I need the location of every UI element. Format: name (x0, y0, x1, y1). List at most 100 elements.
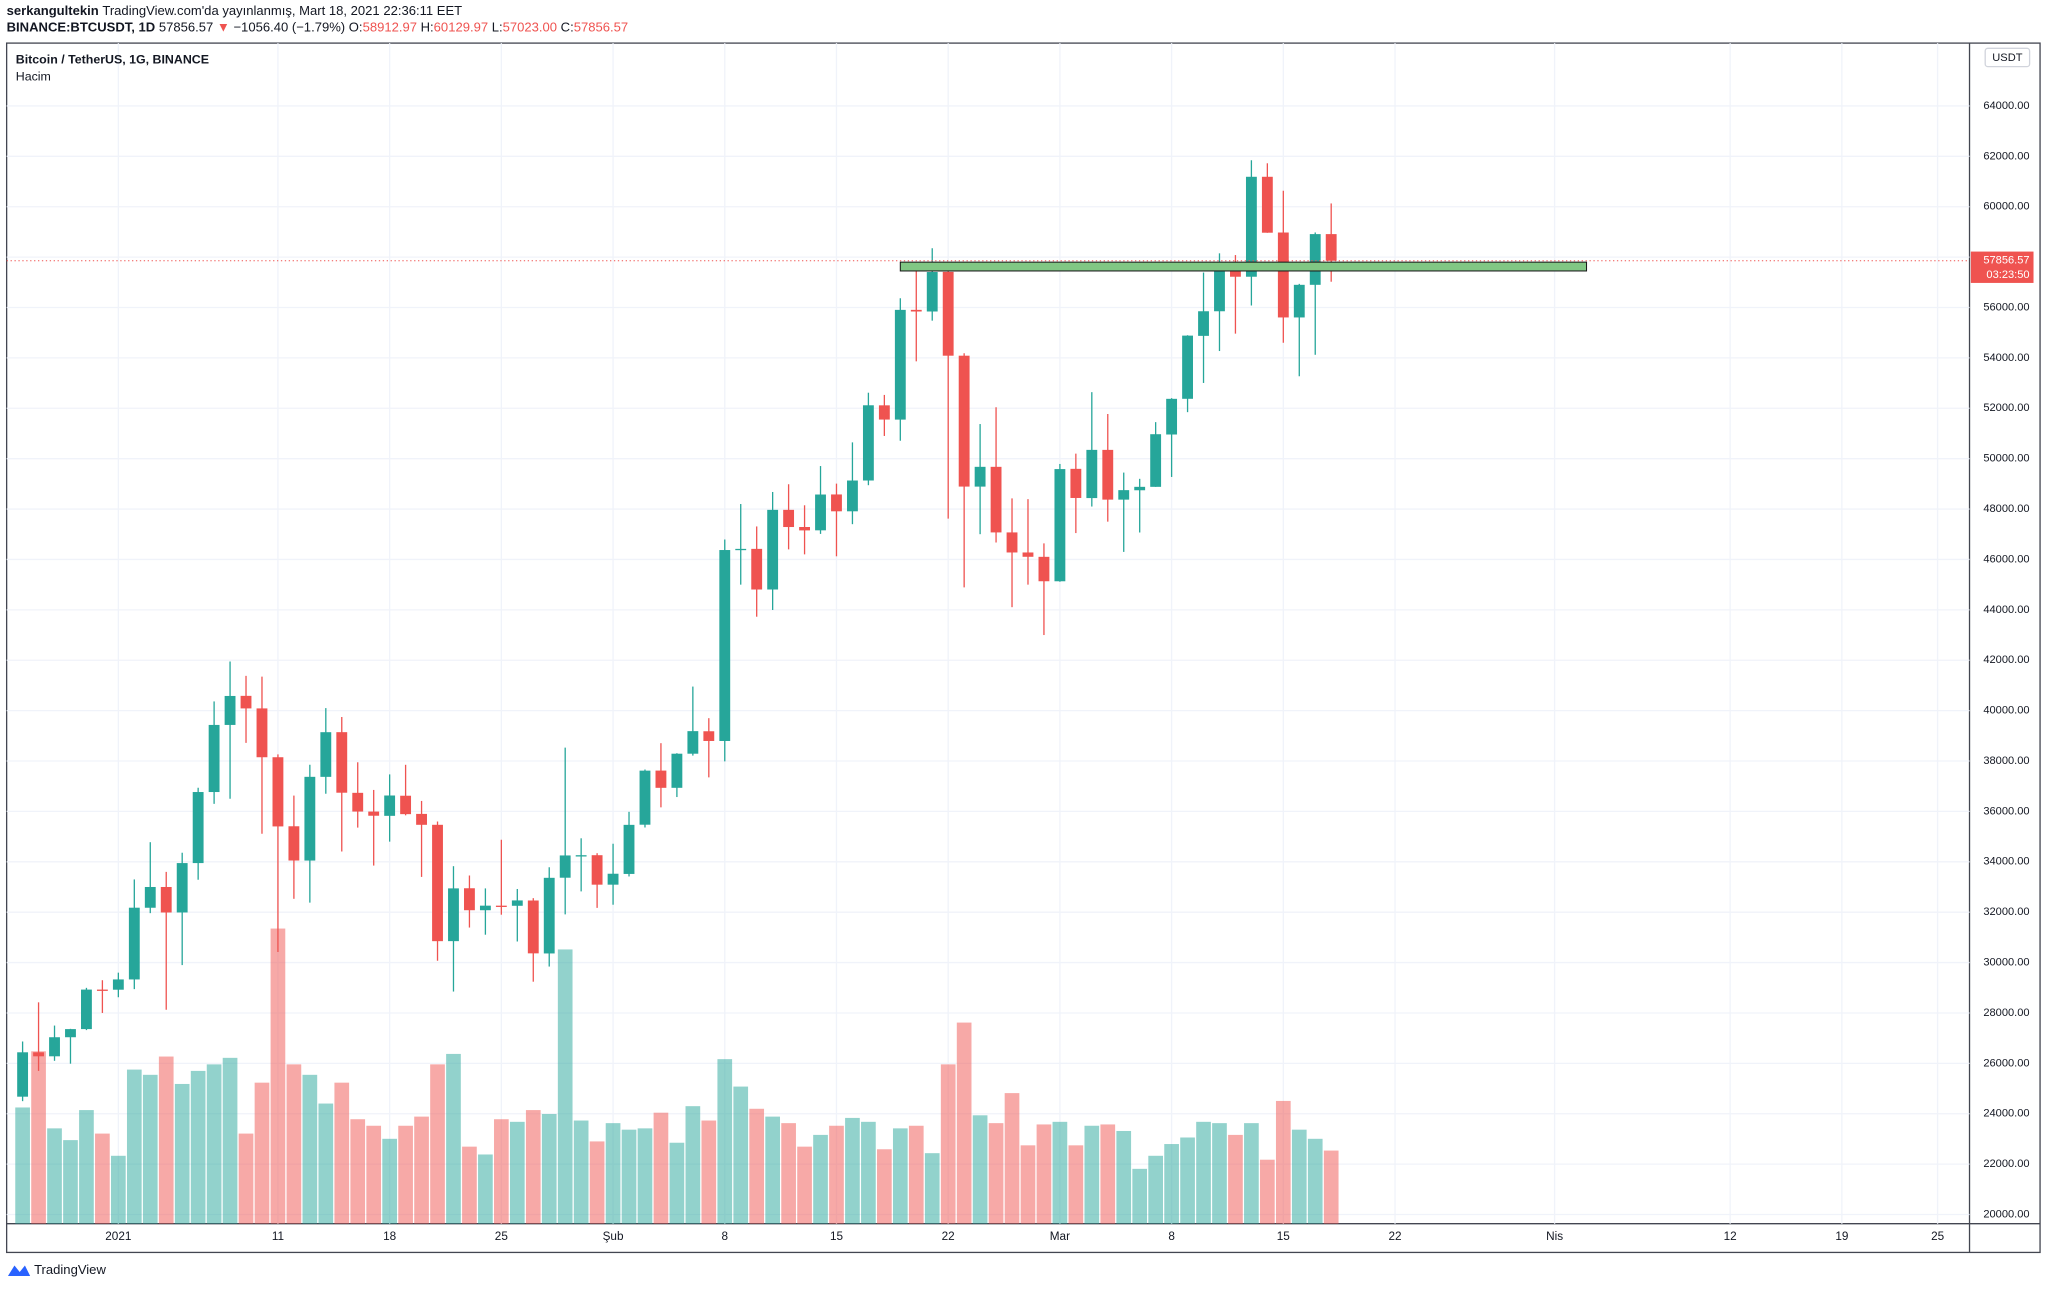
volume-bar (63, 1140, 78, 1224)
candle-body (1261, 176, 1273, 233)
y-tick-label: 44000.00 (1983, 604, 2029, 616)
candle-body (320, 732, 332, 777)
candle-body (958, 355, 970, 487)
candle-body (511, 900, 523, 906)
candle-body (33, 1052, 44, 1057)
candle-body (1054, 469, 1066, 582)
candle-body (671, 753, 683, 788)
volume-bar (1052, 1121, 1068, 1224)
candle-body (1038, 556, 1050, 582)
candle-body (81, 989, 92, 1030)
candle-body (926, 272, 938, 312)
candle-body (1309, 234, 1321, 285)
volume-bar (238, 1133, 254, 1224)
candle-body (719, 550, 731, 741)
volume-bar (174, 1083, 190, 1224)
footer-logo (7, 1265, 31, 1276)
y-tick-label: 24000.00 (1983, 1108, 2029, 1120)
volume-bar (1323, 1150, 1339, 1224)
volume-bar (254, 1082, 270, 1224)
candle-body (336, 732, 348, 793)
x-tick-label: 25 (1931, 1230, 1945, 1243)
candle-body (368, 811, 380, 816)
volume-bar (861, 1121, 876, 1224)
volume-bar (302, 1074, 318, 1224)
volume-bar (158, 1056, 174, 1224)
volume-bar (621, 1129, 637, 1224)
volume-bar (1180, 1137, 1195, 1224)
volume-bar (829, 1125, 844, 1224)
candle-body (1102, 449, 1114, 500)
candle-body (831, 494, 842, 512)
currency-box[interactable] (1984, 47, 2031, 68)
candle-body (703, 731, 715, 741)
published: TradingView.com'da yayınlanmış, Mart 18,… (102, 3, 462, 18)
author: serkangultekin (7, 3, 99, 18)
candle-body (352, 792, 364, 812)
candle-body (176, 863, 188, 913)
volume-bar (1148, 1155, 1163, 1224)
l-label: L: (492, 20, 503, 35)
volume-bar (206, 1064, 222, 1224)
x-tick-label: Nis (1546, 1230, 1563, 1243)
volume-bar (1004, 1093, 1020, 1224)
candle-body (623, 824, 635, 874)
volume-bar (573, 1120, 589, 1224)
volume-bar (111, 1155, 126, 1224)
volume-bar (765, 1116, 780, 1224)
candle-body (479, 905, 491, 911)
candle-body (1214, 262, 1225, 312)
candle-body (1198, 311, 1209, 336)
volume-bar (509, 1121, 525, 1224)
brand[interactable]: TradingView (34, 1262, 106, 1277)
candle-body (1150, 434, 1162, 487)
candle-body (559, 855, 571, 878)
x-tick-label: 18 (383, 1230, 397, 1243)
volume-bar (478, 1154, 493, 1224)
x-tick-label: 19 (1835, 1230, 1848, 1243)
candle-body (894, 309, 906, 420)
candle-body (1166, 398, 1178, 435)
y-tick-label: 50000.00 (1983, 453, 2029, 465)
volume-bar (1307, 1138, 1323, 1224)
volume-bar (95, 1133, 110, 1224)
volume-bar (605, 1123, 621, 1224)
x-tick-label: 8 (1168, 1230, 1175, 1243)
y-tick-label: 42000.00 (1983, 654, 2029, 666)
volume-bar (813, 1134, 828, 1224)
volume-bar (1164, 1144, 1179, 1224)
volume-bar (541, 1113, 557, 1224)
x-tick-label: 15 (1277, 1230, 1291, 1243)
candle-body (1277, 232, 1289, 318)
y-tick-label: 38000.00 (1983, 755, 2029, 767)
volume-bar (366, 1125, 382, 1224)
volume-bar (717, 1059, 733, 1224)
volume-bar (1020, 1145, 1036, 1224)
candle-body (543, 877, 555, 954)
volume-bar (701, 1120, 717, 1224)
candle-body (1086, 449, 1098, 499)
currency[interactable]: USDT (1992, 52, 2022, 64)
volume-bar (972, 1115, 988, 1224)
volume-bar (589, 1141, 605, 1224)
volume-bar (1084, 1125, 1100, 1224)
candle-body (591, 855, 603, 885)
y-tick-label: 46000.00 (1983, 553, 2029, 565)
y-tick-label: 28000.00 (1983, 1007, 2029, 1019)
candle-body (878, 405, 890, 420)
volume-bar (1291, 1129, 1307, 1224)
last-price-label: 57856.57 (1983, 255, 2029, 267)
volume-bar (557, 949, 573, 1224)
candle-body (96, 989, 108, 991)
volume-bar (924, 1153, 940, 1224)
candle-body (208, 724, 220, 793)
volume-bar (318, 1103, 334, 1224)
candle-body (416, 813, 427, 825)
countdown: 03:23:50 (1986, 269, 2029, 281)
candle-body (256, 708, 268, 758)
candle-body (735, 548, 747, 551)
y-tick-label: 36000.00 (1983, 805, 2029, 817)
volume-bar (47, 1128, 62, 1224)
